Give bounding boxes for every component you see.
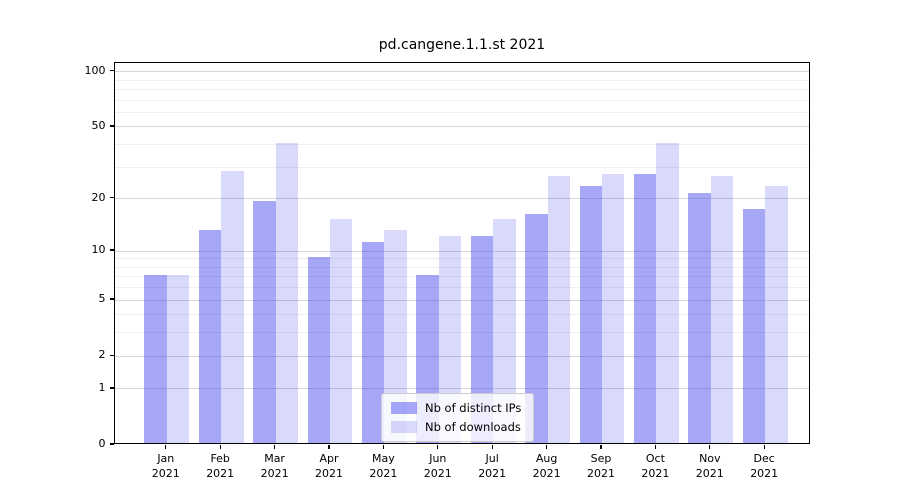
x-axis-tick-mark [437, 444, 439, 449]
x-axis-month-label: Oct 2021 [641, 452, 670, 480]
y-axis-tick-label: 1 [98, 380, 106, 394]
y-axis-tick-mark [109, 443, 114, 445]
bar-downloads [330, 218, 353, 443]
x-axis-tick-mark [165, 444, 167, 449]
bar-distinct-ips [144, 274, 167, 443]
bar-downloads [547, 176, 570, 443]
x-axis-month-label: Nov 2021 [695, 452, 724, 480]
x-axis-month-label: Feb 2021 [206, 452, 235, 480]
legend-swatch-downloads [391, 421, 417, 433]
y-axis-tick-mark [109, 249, 114, 251]
y-axis-tick-mark [109, 125, 114, 127]
x-axis-month-label: Mar 2021 [260, 452, 289, 480]
y-axis-tick-mark [109, 197, 114, 199]
bar-downloads [166, 274, 190, 443]
legend: Nb of distinct IPs Nb of downloads [381, 393, 535, 442]
gridline-minor [115, 266, 809, 268]
y-axis-tick-label: 2 [98, 348, 106, 362]
legend-entry-downloads: Nb of downloads [391, 420, 521, 434]
y-axis-tick-label: 100 [84, 63, 106, 77]
bar-distinct-ips [470, 235, 494, 443]
gridline-major [115, 126, 809, 128]
gridline-minor [115, 276, 809, 278]
gridline-major [115, 388, 809, 390]
gridline-major [115, 71, 809, 73]
bar-downloads [384, 229, 407, 443]
gridline-minor [115, 144, 809, 146]
y-axis-tick-mark [109, 387, 114, 389]
y-axis-tick-label: 0 [98, 437, 106, 450]
gridline-minor [115, 112, 809, 113]
x-axis-tick-mark [654, 444, 656, 449]
x-axis-month-label: Apr 2021 [315, 452, 343, 480]
bar-distinct-ips [362, 242, 385, 443]
gridline-minor [115, 89, 809, 91]
chart-title: pd.cangene.1.1.st 2021 [378, 37, 546, 53]
gridline-major [115, 355, 809, 357]
gridline-minor [115, 99, 809, 101]
bar-distinct-ips [198, 229, 222, 443]
bar-downloads [765, 185, 788, 443]
x-axis-month-label: Jun 2021 [423, 452, 452, 480]
bar-distinct-ips [253, 200, 276, 443]
gridline-minor [115, 287, 809, 289]
bar-distinct-ips [742, 209, 766, 443]
bar-distinct-ips [634, 173, 657, 443]
x-axis-tick-mark [328, 444, 330, 449]
y-axis-tick-label: 5 [98, 292, 106, 306]
bar-downloads [275, 142, 298, 443]
legend-label-downloads: Nb of downloads [425, 420, 521, 434]
x-axis-month-label: Aug 2021 [532, 452, 561, 480]
y-axis-tick-label: 10 [91, 243, 106, 257]
gridline-major [115, 299, 809, 301]
bar-distinct-ips [525, 213, 548, 443]
legend-label-distinct-ips: Nb of distinct IPs [425, 401, 522, 415]
bar-downloads [493, 218, 516, 443]
gridline-minor [115, 166, 809, 168]
x-axis-tick-mark [491, 444, 493, 449]
legend-swatch-distinct-ips [391, 402, 417, 414]
y-axis-tick-mark [109, 354, 114, 356]
y-axis-tick-mark [109, 298, 114, 300]
gridline-major [115, 198, 809, 200]
x-axis-month-label: Jan 2021 [151, 452, 180, 480]
x-axis-month-label: Sep 2021 [587, 452, 615, 480]
x-axis-tick-mark [709, 444, 711, 449]
legend-entry-distinct-ips: Nb of distinct IPs [391, 401, 521, 415]
bar-distinct-ips [307, 256, 330, 443]
gridline-major [115, 250, 809, 252]
bar-downloads [438, 235, 462, 443]
gridline-minor [115, 79, 809, 81]
x-axis-tick-mark [546, 444, 548, 449]
gridline-minor [115, 258, 809, 260]
x-axis-month-label: May 2021 [369, 452, 398, 480]
x-axis-month-label: Dec 2021 [750, 452, 779, 480]
bar-distinct-ips [688, 193, 711, 443]
bar-distinct-ips [579, 185, 602, 443]
y-axis-tick-label: 20 [91, 190, 106, 204]
bar-downloads [221, 170, 244, 443]
gridline-minor [115, 314, 809, 316]
y-axis-tick-mark [109, 70, 114, 72]
x-axis-tick-mark [382, 444, 384, 449]
x-axis-tick-mark [763, 444, 765, 449]
gridline-minor [115, 332, 809, 334]
x-axis-tick-mark [600, 444, 602, 449]
x-axis-tick-mark [274, 444, 276, 449]
bar-downloads [602, 173, 625, 443]
x-axis-tick-mark [219, 444, 221, 449]
bar-downloads [656, 142, 679, 443]
bar-downloads [710, 176, 734, 443]
plot-area: Nb of distinct IPs Nb of downloads [114, 62, 810, 444]
y-axis-tick-label: 50 [91, 118, 106, 132]
x-axis-month-label: Jul 2021 [478, 452, 507, 480]
